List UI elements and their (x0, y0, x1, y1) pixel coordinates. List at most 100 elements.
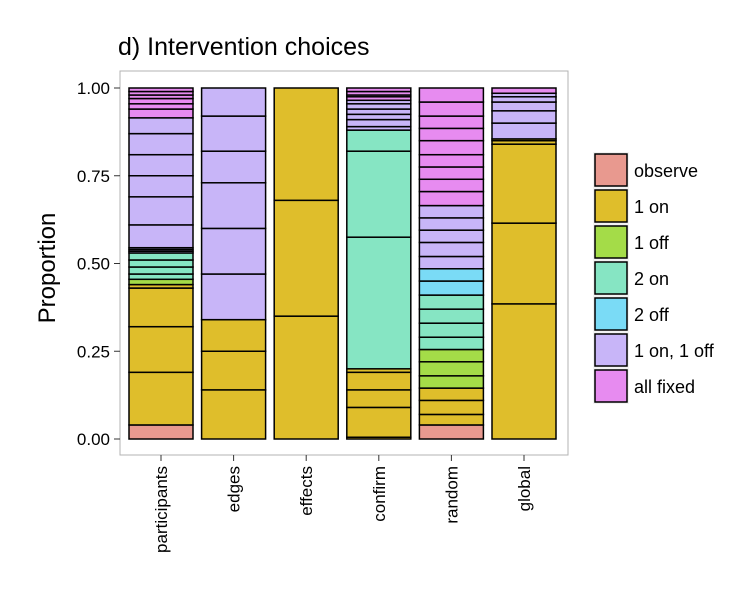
bar-segment-1-on-1-off (200, 227, 267, 275)
bar-segment-2-on (418, 336, 485, 351)
bar-segment-observe (418, 424, 485, 440)
legend-swatch (594, 153, 628, 187)
bar-segment-all-fixed (128, 108, 194, 119)
bar-segment-1-on (200, 350, 267, 391)
bar-segment-1-on-1-off (200, 182, 267, 230)
x-tick-label: edges (225, 466, 244, 512)
bar-segment-2-off (418, 268, 485, 282)
legend-item: observe (593, 152, 698, 188)
bar-segment-1-on-1-off (418, 204, 485, 219)
bar-participants (128, 87, 194, 440)
bar-segment-2-on (418, 294, 485, 310)
legend-swatch (594, 189, 628, 223)
bar-segment-1-on-1-off (418, 241, 485, 258)
bar-segment-1-on (491, 303, 557, 440)
legend-swatch (594, 261, 628, 295)
bar-segment-1-on (418, 399, 485, 416)
bar-segment-1-on (418, 413, 485, 426)
legend-swatch (594, 225, 628, 259)
legend-item: 2 off (593, 296, 670, 332)
bar-segment-all-fixed (418, 101, 485, 117)
y-tick-label: 0.00 (77, 430, 110, 449)
y-axis: 0.00 0.25 0.50 0.75 1.00 (77, 79, 120, 449)
bar-segment-2-on (418, 308, 485, 324)
legend-item: 1 on (593, 188, 669, 224)
bar-effects (273, 87, 339, 440)
bar-segment-all-fixed (418, 127, 485, 142)
bar-segment-all-fixed (128, 103, 194, 110)
bar-segment-1-off (418, 375, 485, 389)
bar-segment-1-on-1-off (418, 255, 485, 270)
bar-segment-2-on (128, 273, 194, 281)
bar-segment-1-on (200, 318, 267, 353)
bar-segment-all-fixed (128, 97, 194, 105)
bar-segment-1-on-1-off (491, 122, 557, 140)
legend-swatch (594, 333, 628, 367)
legend-label: 1 on (634, 197, 669, 217)
legend-swatch (594, 297, 628, 331)
bar-segment-1-on-1-off (128, 196, 194, 226)
bar-segment-1-on-1-off (200, 87, 267, 117)
bar-segment-1-on (346, 406, 412, 438)
x-tick-label: effects (297, 466, 316, 516)
y-tick-label: 0.25 (77, 342, 110, 361)
bar-segment-2-on (128, 259, 194, 268)
bar-segment-all-fixed (128, 87, 194, 93)
legend-label: 2 on (634, 269, 669, 289)
bar-segment-1-off (128, 278, 194, 286)
y-tick-label: 1.00 (77, 79, 110, 98)
bar-segment-2-off (418, 280, 485, 296)
legend-label: all fixed (634, 377, 695, 397)
bar-segment-1-on (128, 325, 194, 374)
bar-segment-all-fixed (418, 153, 485, 168)
legend-item: 1 off (593, 224, 670, 260)
legend-label: 2 off (634, 305, 670, 325)
x-tick-label: participants (152, 466, 171, 553)
legend-label: observe (634, 161, 698, 181)
chart-title: d) Intervention choices (118, 33, 370, 61)
bar-segment-all-fixed (418, 115, 485, 130)
bar-segment-all-fixed (418, 190, 485, 207)
y-tick-label: 0.75 (77, 167, 110, 186)
bar-edges (200, 87, 267, 440)
bar-segment-1-on-1-off (200, 115, 267, 152)
bar-segment-all-fixed (491, 87, 557, 95)
bar-segment-all-fixed (418, 87, 485, 103)
bar-segment-2-on (346, 150, 412, 238)
bar-segment-1-on (346, 371, 412, 391)
bar-segment-1-on-1-off (491, 96, 557, 103)
bar-segment-2-on (346, 236, 412, 370)
bars-group (128, 87, 557, 440)
bar-segment-2-on (418, 322, 485, 338)
legend-item: 2 on (593, 260, 669, 296)
bar-segment-1-on (128, 371, 194, 426)
bar-segment-1-on-1-off (128, 175, 194, 198)
bar-segment-1-on-1-off (200, 273, 267, 321)
x-tick-label: confirm (370, 466, 389, 522)
bar-segment-1-on-1-off (128, 153, 194, 177)
bar-global (491, 87, 557, 440)
bar-confirm (346, 87, 412, 440)
bar-segment-1-on-1-off (491, 101, 557, 112)
bar-segment-1-on-1-off (346, 118, 412, 128)
bar-segment-1-on-1-off (128, 224, 194, 249)
bar-segment-1-on-1-off (491, 110, 557, 124)
bar-segment-1-on-1-off (128, 117, 194, 135)
bar-segment-1-off (418, 361, 485, 377)
bar-segment-2-on (346, 129, 412, 152)
bar-segment-1-on-1-off (346, 108, 412, 116)
bar-segment-all-fixed (418, 178, 485, 193)
legend-item: all fixed (593, 368, 695, 404)
bar-segment-1-on (128, 287, 194, 328)
bar-random (418, 87, 485, 440)
bar-segment-1-on (273, 87, 339, 202)
bar-segment-1-on-1-off (418, 217, 485, 231)
bar-segment-2-on (128, 252, 194, 261)
legend: observe 1 on 1 off 2 on 2 off 1 on, 1 off all … (593, 152, 715, 404)
x-tick-label: random (442, 466, 461, 524)
bar-segment-all-fixed (418, 166, 485, 181)
bar-segment-1-on (273, 315, 339, 440)
bar-segment-1-on-1-off (200, 150, 267, 184)
x-axis: participants edges effects confirm random glo… (152, 455, 534, 553)
